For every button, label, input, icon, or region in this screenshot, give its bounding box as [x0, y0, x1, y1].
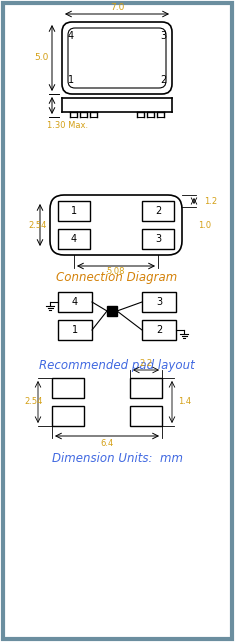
Text: 3: 3: [155, 234, 161, 244]
Text: Dimension Units:  mm: Dimension Units: mm: [51, 451, 183, 465]
Bar: [58, 229, 90, 249]
Text: 2.2: 2.2: [139, 360, 153, 369]
Text: 3: 3: [156, 297, 162, 307]
Text: 4: 4: [72, 297, 78, 307]
Bar: [142, 292, 176, 312]
Text: Recommended pad layout: Recommended pad layout: [39, 358, 195, 372]
Text: 1.2: 1.2: [204, 196, 217, 205]
Bar: [52, 406, 84, 426]
Text: 7.0: 7.0: [110, 3, 124, 12]
Text: 2.54: 2.54: [28, 220, 46, 229]
Text: 1.4: 1.4: [178, 397, 191, 406]
Text: 4: 4: [68, 31, 74, 41]
Bar: [58, 292, 92, 312]
Bar: [130, 378, 162, 398]
Text: 6.4: 6.4: [100, 438, 114, 447]
Text: 1: 1: [72, 325, 78, 335]
Bar: [58, 320, 92, 340]
Bar: [130, 406, 162, 426]
Text: 1.30 Max.: 1.30 Max.: [47, 121, 88, 130]
Text: 2.54: 2.54: [24, 397, 42, 406]
Text: 2: 2: [156, 325, 162, 335]
Text: 1: 1: [68, 75, 74, 85]
Text: 2: 2: [160, 75, 166, 85]
Text: 4: 4: [71, 234, 77, 244]
Text: 5.0: 5.0: [34, 53, 48, 62]
Bar: [58, 201, 90, 221]
Bar: [142, 201, 174, 221]
Polygon shape: [107, 306, 117, 316]
Text: 1: 1: [71, 206, 77, 216]
Bar: [52, 378, 84, 398]
Text: 1.0: 1.0: [198, 220, 211, 229]
Text: 2: 2: [155, 206, 161, 216]
Text: 5.08: 5.08: [107, 268, 125, 277]
Bar: [142, 320, 176, 340]
Text: Connection Diagram: Connection Diagram: [56, 272, 178, 284]
Bar: [142, 229, 174, 249]
Text: 3: 3: [160, 31, 166, 41]
